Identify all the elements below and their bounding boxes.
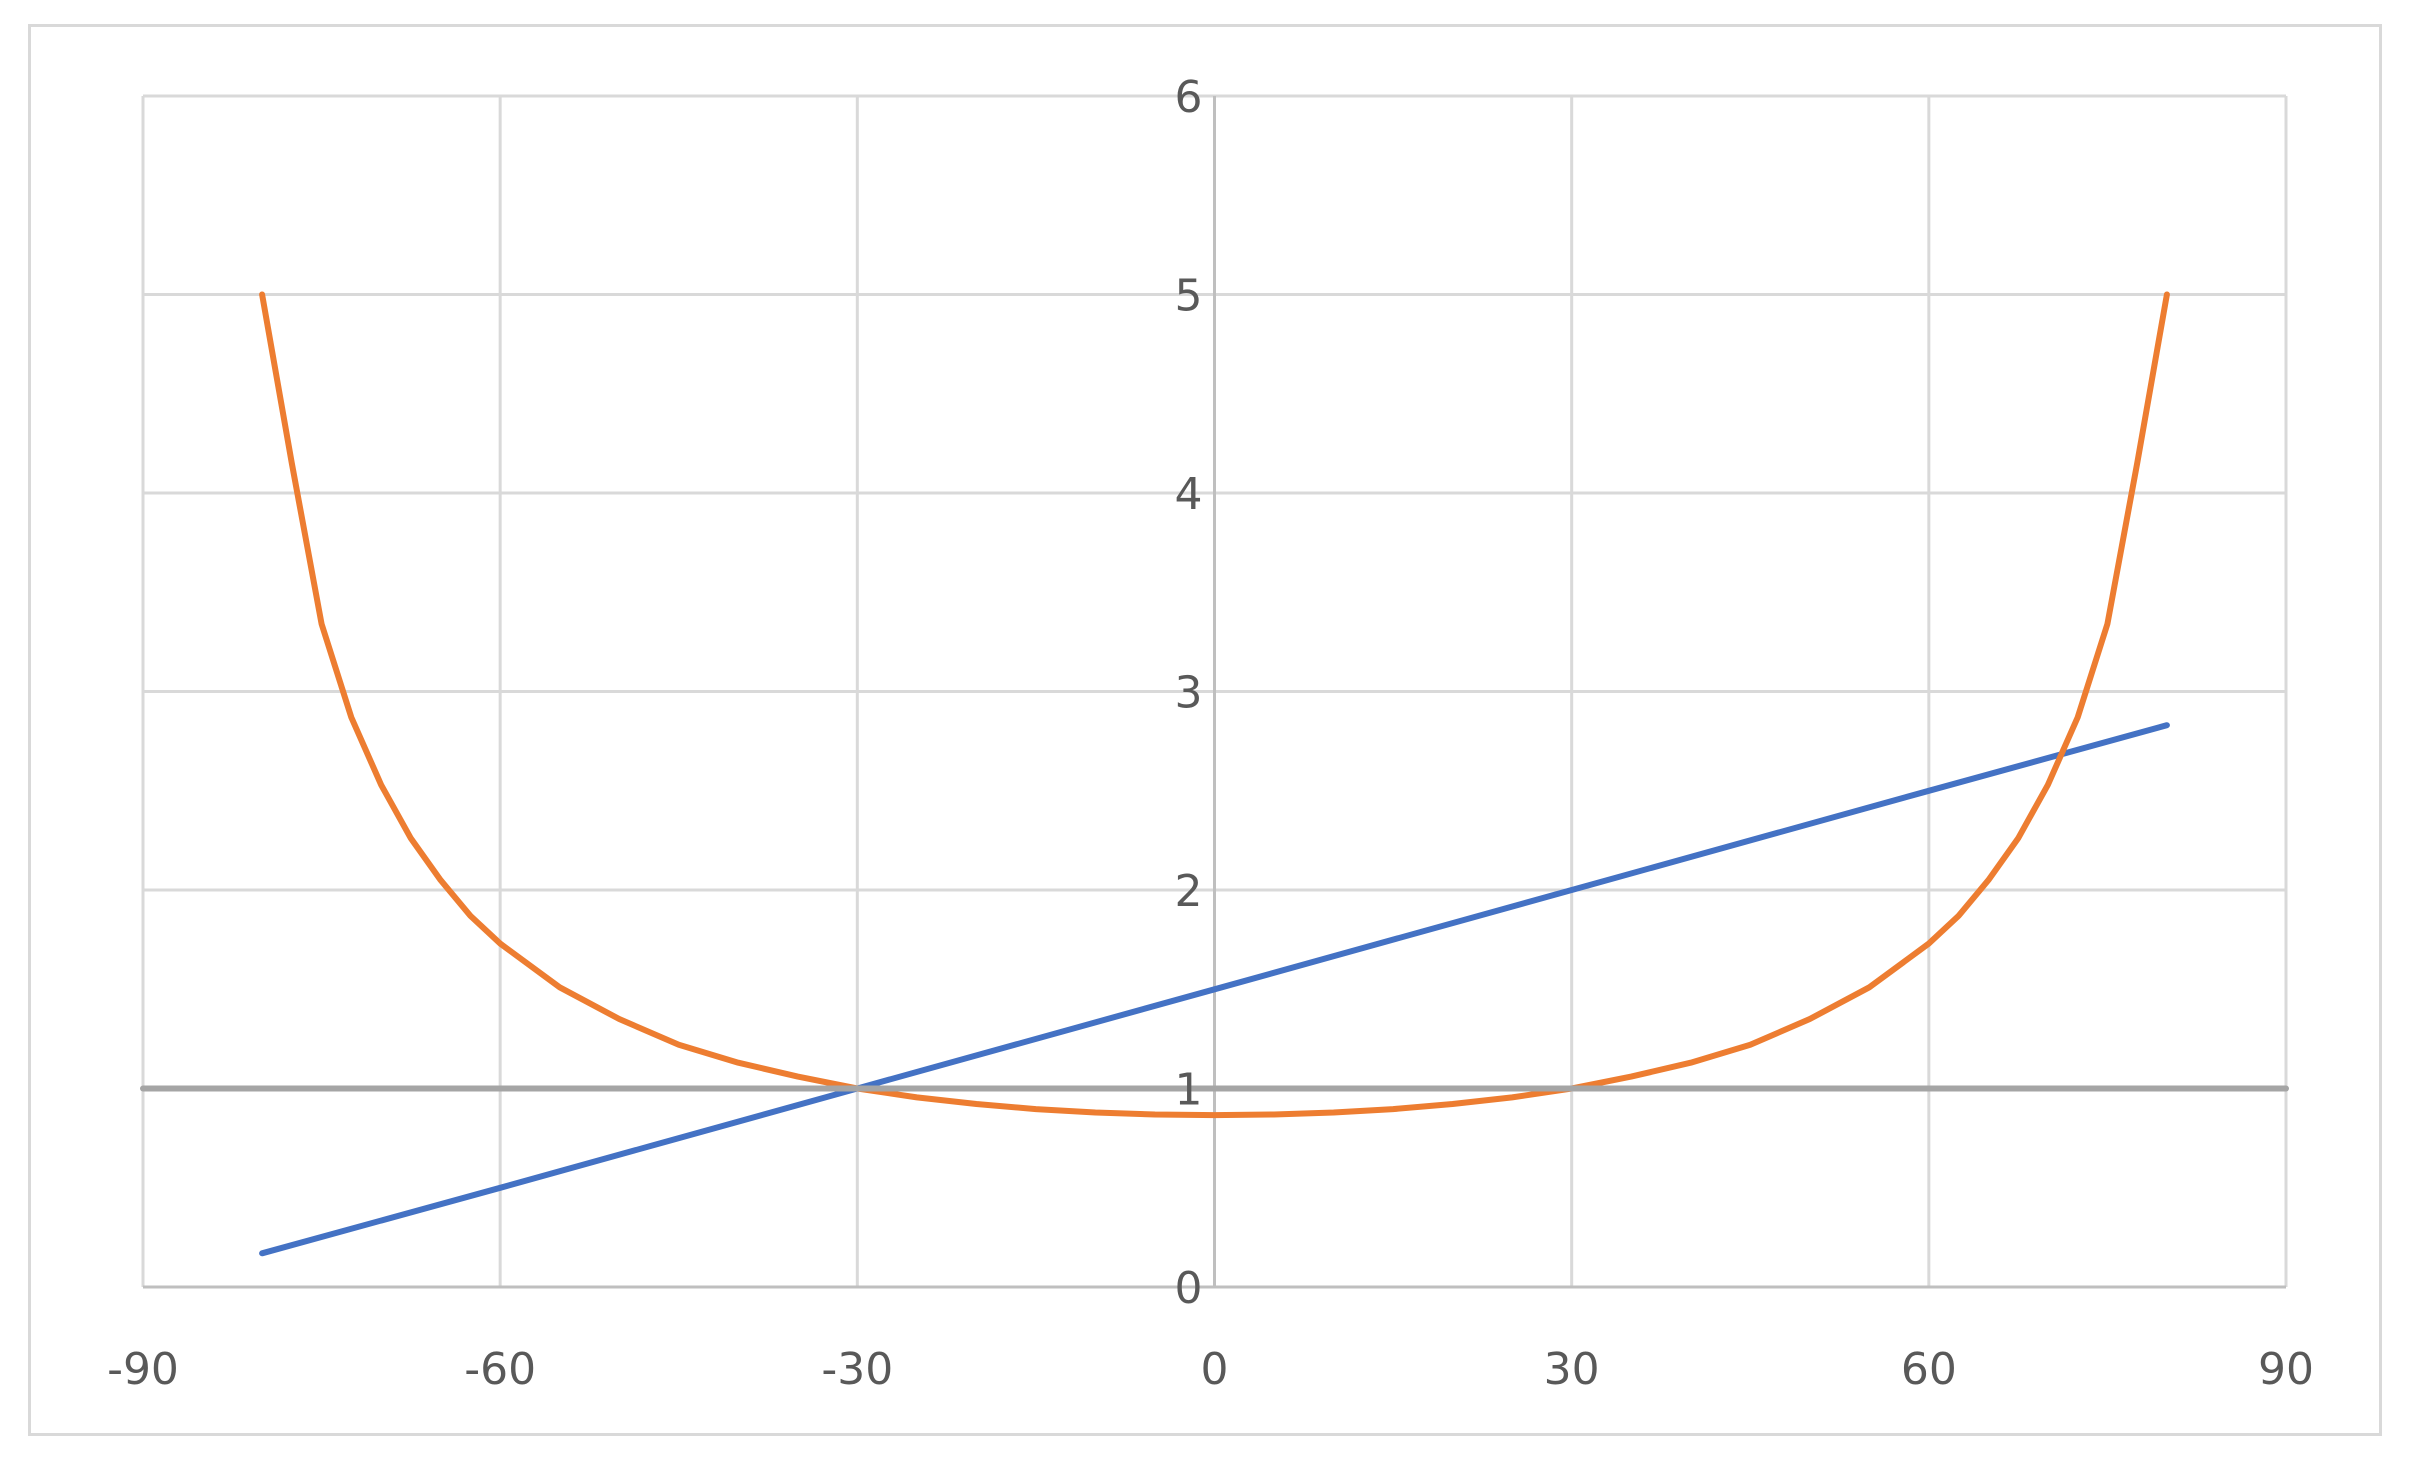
series-layer — [140, 291, 2289, 1257]
y-tick-label-3: 3 — [1175, 668, 1203, 719]
y-tick-label-0: 0 — [1175, 1263, 1203, 1314]
x-tick-label-3: 0 — [1201, 1344, 1229, 1395]
y-tick-label-5: 5 — [1175, 271, 1203, 322]
series-line-1 — [259, 291, 2170, 1119]
x-tick-label-2: -30 — [821, 1344, 893, 1395]
y-tick-label-6: 6 — [1175, 72, 1203, 123]
x-tick-label-1: -60 — [464, 1344, 536, 1395]
y-tick-label-4: 4 — [1175, 469, 1203, 520]
x-tick-label-6: 90 — [2258, 1344, 2314, 1395]
tick-labels: -90 -60 -30 0 30 60 90 0 1 2 3 4 5 6 — [107, 72, 2314, 1395]
y-tick-label-1: 1 — [1175, 1065, 1203, 1116]
series-line-0 — [259, 722, 2170, 1257]
x-tick-label-5: 60 — [1901, 1344, 1957, 1395]
x-tick-label-4: 30 — [1544, 1344, 1600, 1395]
chart-frame — [28, 24, 2382, 1436]
x-tick-label-0: -90 — [107, 1344, 179, 1395]
y-tick-label-2: 2 — [1175, 866, 1203, 917]
